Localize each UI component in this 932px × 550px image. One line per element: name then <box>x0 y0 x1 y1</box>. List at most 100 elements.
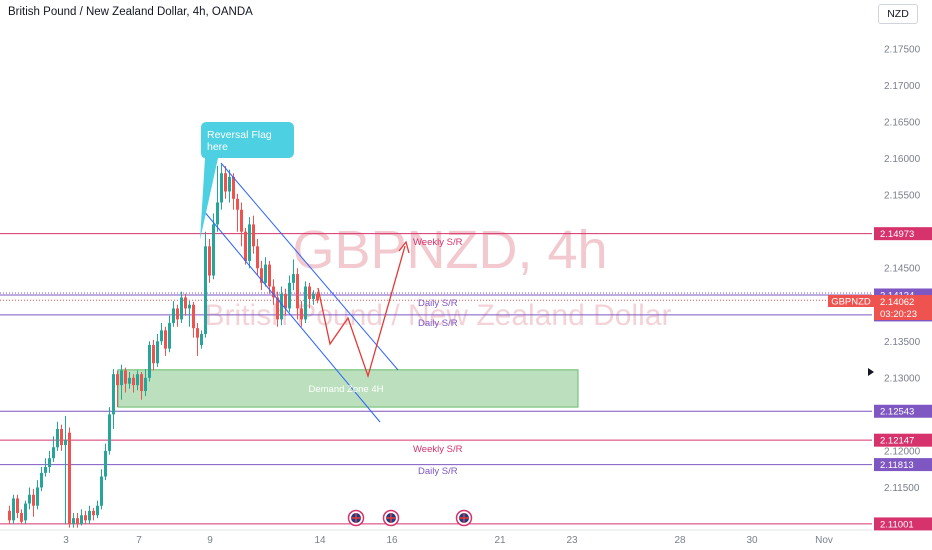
candle-body-32 <box>136 374 139 386</box>
candle-body-43 <box>180 297 183 320</box>
demand-zone-layer <box>117 369 579 408</box>
time-tick-2: 9 <box>207 535 213 546</box>
weekly-sr-label-top: Weekly S/R <box>413 237 463 248</box>
currency-button[interactable]: NZD <box>878 4 918 24</box>
drawings <box>202 162 410 423</box>
time-tick-7: 28 <box>674 535 686 546</box>
candle-body-63 <box>260 268 263 283</box>
candle-body-23 <box>100 476 103 506</box>
candle-body-0 <box>8 510 11 521</box>
candle-body-39 <box>164 330 167 349</box>
chart-title: British Pound / New Zealand Dollar, 4h, … <box>8 6 253 18</box>
callout-line2: here <box>207 141 228 153</box>
price-tag-3 <box>874 404 932 418</box>
time-tick-3: 14 <box>314 535 326 546</box>
uk-flag-icon[interactable] <box>347 509 365 527</box>
candle-body-27 <box>116 374 119 386</box>
current-price-value: 2.14062 <box>880 297 914 308</box>
candle-body-24 <box>104 450 107 477</box>
candle-body-20 <box>88 510 91 521</box>
time-tick-5: 21 <box>494 535 506 546</box>
candle-body-41 <box>172 308 175 324</box>
candle-body-51 <box>212 224 215 276</box>
callout-shape <box>200 122 294 240</box>
candle-body-38 <box>160 330 163 342</box>
candle-body-29 <box>124 370 127 384</box>
candle-body-28 <box>120 370 123 386</box>
time-tick-4: 16 <box>386 535 398 546</box>
candle-body-44 <box>184 297 187 309</box>
candle-body-17 <box>76 518 79 524</box>
price-axis[interactable]: 2.17500 2.17000 2.16500 2.16000 2.15500 2.145… <box>884 45 921 494</box>
candle-body-22 <box>96 505 99 516</box>
price-tag-6 <box>874 517 932 531</box>
event-markers <box>347 509 473 527</box>
daily-sr-label-lower: Daily S/R <box>418 318 458 329</box>
daily-sr-label-upper: Daily S/R <box>418 298 458 309</box>
time-tick-8: 30 <box>746 535 758 546</box>
candles <box>8 164 319 528</box>
scroll-right-icon[interactable] <box>868 368 874 376</box>
uk-flag-icon[interactable] <box>382 509 400 527</box>
candle-body-15 <box>68 432 71 524</box>
candle-body-10 <box>48 458 51 467</box>
candle-body-61 <box>252 224 255 247</box>
candle-body-13 <box>60 429 63 446</box>
candle-body-71 <box>292 274 295 283</box>
candle-body-58 <box>240 209 243 232</box>
candle-body-75 <box>308 286 311 299</box>
candle-body-21 <box>92 510 95 516</box>
price-tag-0 <box>874 227 932 241</box>
price-tag-text-5: 2.11813 <box>880 460 914 471</box>
candle-body-77 <box>316 293 319 301</box>
candle-body-42 <box>176 308 179 320</box>
time-tick-0: 3 <box>63 535 69 546</box>
price-tag-text-0: 2.14973 <box>880 229 914 240</box>
price-tag-4 <box>874 433 932 447</box>
candle-body-11 <box>52 447 55 459</box>
candle-body-70 <box>288 282 291 309</box>
current-price-tag <box>874 295 932 320</box>
candle-body-36 <box>152 344 155 364</box>
candle-body-1 <box>12 498 15 521</box>
symbol-tag-text: GBPNZD <box>831 297 871 308</box>
candle-body-65 <box>268 264 271 287</box>
candle-body-6 <box>32 494 35 506</box>
daily-sr-label-bottom: Daily S/R <box>418 466 458 477</box>
candle-body-74 <box>304 286 307 320</box>
candle-body-62 <box>256 246 259 269</box>
projection-path <box>317 245 406 379</box>
candle-body-34 <box>144 377 147 391</box>
candle-body-19 <box>84 515 87 521</box>
demand-zone-label: Demand Zone 4H <box>309 384 384 395</box>
candle-body-8 <box>40 472 43 488</box>
price-tag-text-4: 2.12147 <box>880 436 914 447</box>
candle-body-12 <box>56 429 59 448</box>
demand-zone-box <box>117 369 579 408</box>
time-axis[interactable]: 3 7 9 14 16 21 23 28 30 Nov <box>63 535 833 546</box>
time-tick-1: 7 <box>136 535 142 546</box>
candle-body-33 <box>140 374 143 391</box>
reversal-flag-callout[interactable]: Reversal Flag here <box>200 122 294 240</box>
countdown-value: 03:20:23 <box>880 309 917 320</box>
uk-flag-icon[interactable] <box>455 509 473 527</box>
candle-body-30 <box>128 377 131 384</box>
candle-body-46 <box>192 304 195 329</box>
candle-body-72 <box>296 274 299 309</box>
price-tick-0: 2.17500 <box>884 45 921 56</box>
candle-body-47 <box>196 328 199 338</box>
callout-line1: Reversal Flag <box>207 129 272 141</box>
candle-body-59 <box>244 231 247 261</box>
time-tick-6: 23 <box>566 535 578 546</box>
candle-body-35 <box>148 344 151 378</box>
candle-body-25 <box>108 414 111 451</box>
candle-body-7 <box>36 487 39 506</box>
price-tick-4: 2.15500 <box>884 191 921 202</box>
candle-body-64 <box>264 264 267 283</box>
candle-body-48 <box>200 334 203 345</box>
sr-levels <box>0 233 872 525</box>
candle-body-66 <box>272 286 275 298</box>
weekly-sr-label-bottom: Weekly S/R <box>413 444 463 455</box>
candle-body-16 <box>72 518 75 524</box>
